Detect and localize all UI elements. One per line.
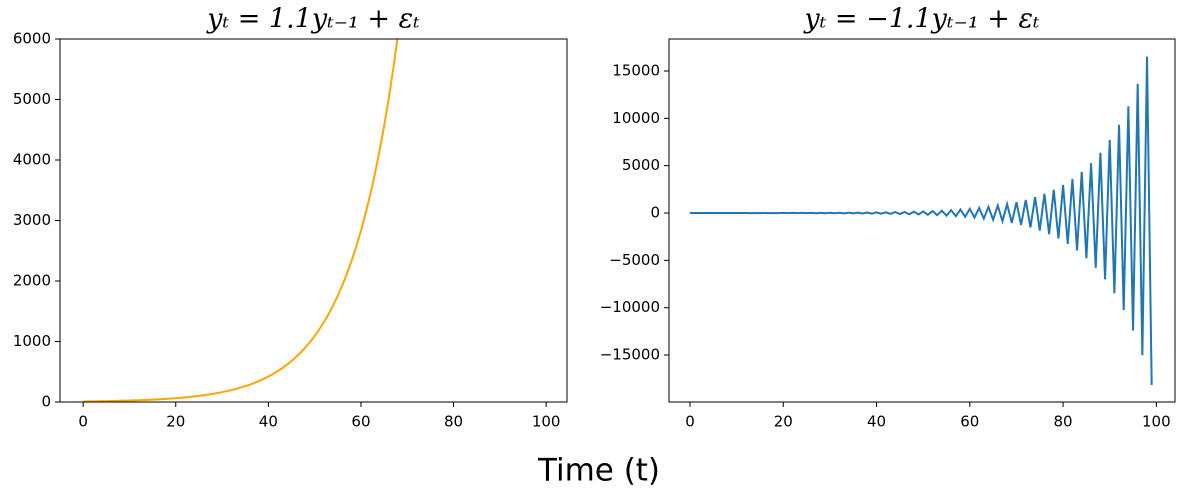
y-tick-label: 2000	[13, 272, 51, 290]
y-tick-label: 6000	[13, 30, 51, 48]
plot-area	[689, 56, 1153, 386]
data-line	[689, 56, 1153, 386]
x-tick-label: 80	[1054, 413, 1073, 431]
figure-x-label: Time (t)	[537, 453, 660, 489]
x-tick-label: 20	[774, 413, 793, 431]
chart-title: yₜ = 1.1yₜ₋₁ + εₜ	[206, 4, 420, 35]
axes-frame	[668, 38, 1176, 403]
plot-area	[83, 39, 399, 402]
y-tick-label: 0	[650, 204, 660, 222]
axes-frame	[59, 38, 568, 403]
data-line	[83, 39, 399, 402]
y-tick-label: −15000	[600, 346, 660, 364]
x-tick-label: 80	[444, 413, 463, 431]
x-tick-label: 100	[1142, 413, 1171, 431]
x-tick-label: 40	[259, 413, 278, 431]
x-tick-label: 60	[960, 413, 979, 431]
x-tick-label: 20	[166, 413, 185, 431]
y-tick-label: 5000	[13, 90, 51, 108]
x-tick-label: 0	[78, 413, 88, 431]
y-tick-label: 4000	[13, 151, 51, 169]
x-tick-label: 40	[867, 413, 886, 431]
chart-title: yₜ = −1.1yₜ₋₁ + εₜ	[803, 4, 1040, 35]
y-tick-label: 0	[41, 393, 51, 411]
y-tick-label: −5000	[609, 251, 660, 269]
y-tick-label: −10000	[600, 298, 660, 316]
x-tick-label: 0	[685, 413, 695, 431]
y-tick-label: 3000	[13, 211, 51, 229]
y-tick-label: 1000	[13, 332, 51, 350]
y-tick-label: 10000	[612, 109, 660, 127]
x-tick-label: 100	[532, 413, 561, 431]
y-tick-label: 15000	[612, 62, 660, 80]
y-tick-label: 5000	[622, 156, 660, 174]
x-tick-label: 60	[351, 413, 370, 431]
